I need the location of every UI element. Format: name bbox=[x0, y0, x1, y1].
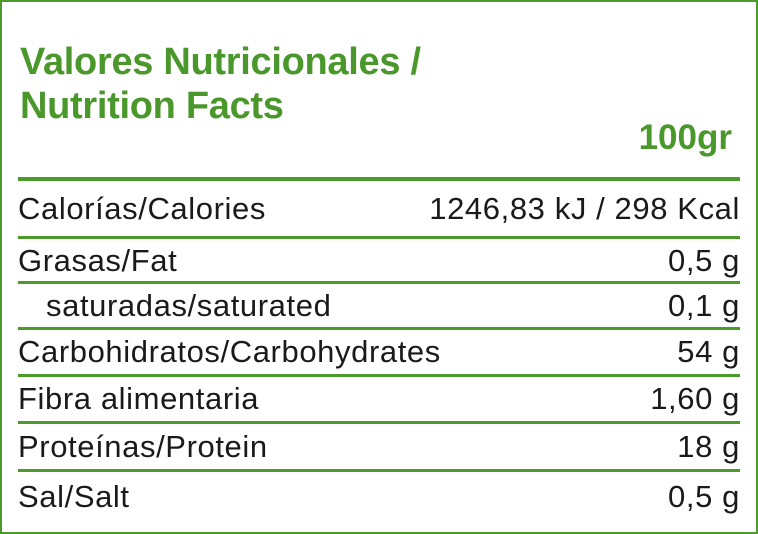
nutrient-value: 1,60 g bbox=[650, 381, 740, 416]
nutrient-row-salt: Sal/Salt 0,5 g bbox=[18, 472, 740, 522]
nutrient-value: 0,5 g bbox=[668, 242, 740, 278]
nutrient-row-fiber: Fibra alimentaria 1,60 g bbox=[18, 377, 740, 421]
nutrient-value: 18 g bbox=[677, 428, 740, 464]
nutrient-label: saturadas/saturated bbox=[46, 287, 332, 323]
nutrient-row-calories: Calorías/Calories 1246,83 kJ / 298 Kcal bbox=[18, 181, 740, 237]
divider bbox=[18, 281, 740, 284]
nutrient-row-fat: Grasas/Fat 0,5 g bbox=[18, 239, 740, 282]
nutrient-row-carbohydrates: Carbohidratos/Carbohydrates 54 g bbox=[18, 330, 740, 374]
nutrient-value: 1246,83 kJ / 298 Kcal bbox=[429, 191, 740, 226]
divider bbox=[18, 177, 740, 181]
nutrient-label: Grasas/Fat bbox=[18, 242, 178, 278]
nutrient-value: 54 g bbox=[677, 334, 740, 369]
nutrient-label: Proteínas/Protein bbox=[18, 428, 268, 464]
nutrient-value: 0,1 g bbox=[668, 287, 740, 323]
nutrient-label: Sal/Salt bbox=[18, 479, 130, 514]
nutrient-label: Fibra alimentaria bbox=[18, 381, 260, 416]
per-serving-header: 100gr bbox=[638, 118, 732, 157]
nutrient-label: Calorías/Calories bbox=[18, 191, 266, 226]
nutrient-value: 0,5 g bbox=[668, 479, 740, 514]
nutrient-row-protein: Proteínas/Protein 18 g bbox=[18, 424, 740, 469]
title-line-2: Nutrition Facts bbox=[20, 85, 284, 127]
divider bbox=[18, 236, 740, 239]
divider bbox=[18, 469, 740, 472]
nutrient-label: Carbohidratos/Carbohydrates bbox=[18, 334, 441, 369]
label-title: Valores Nutricionales / Nutrition Facts bbox=[20, 40, 421, 128]
nutrient-row-saturated: saturadas/saturated 0,1 g bbox=[18, 284, 740, 327]
title-line-1: Valores Nutricionales / bbox=[20, 41, 421, 83]
divider bbox=[18, 374, 740, 377]
divider bbox=[18, 327, 740, 330]
divider bbox=[18, 421, 740, 424]
